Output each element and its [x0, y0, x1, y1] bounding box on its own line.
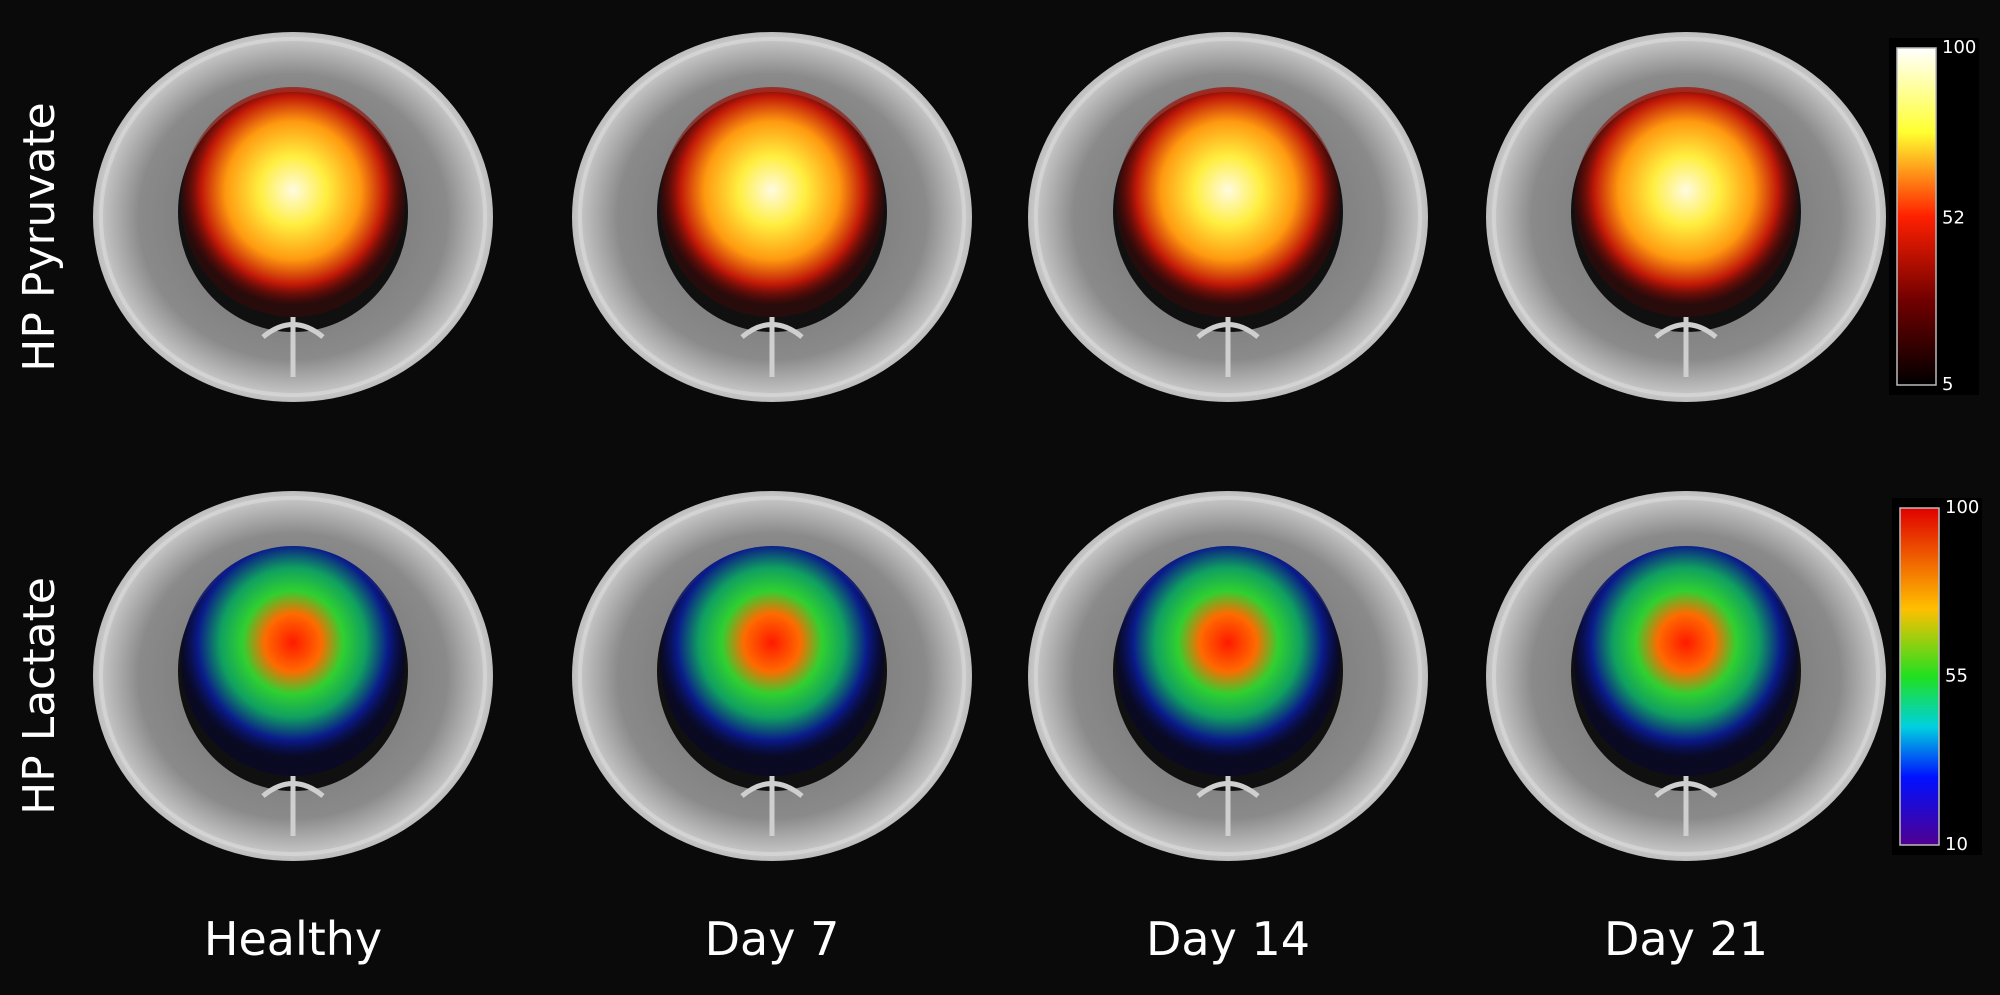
heatmap: [660, 87, 884, 317]
mri-slice: [1028, 32, 1428, 402]
heatmap: [1116, 546, 1340, 776]
spine: [261, 317, 325, 377]
colorbar-tick-label: 10: [1945, 834, 1968, 855]
mri-slice: [1486, 491, 1886, 861]
torso-edge: [1034, 37, 1422, 397]
column-label: Healthy: [204, 912, 382, 966]
torso-edge: [1492, 37, 1880, 397]
mri-slice: [572, 491, 972, 861]
spine: [1654, 317, 1718, 377]
colorbar: [1899, 507, 1940, 846]
spine: [1196, 776, 1260, 836]
row-label: HP Pyruvate: [14, 102, 65, 371]
spine: [1196, 317, 1260, 377]
colorbar-tick-label: 100: [1945, 497, 1979, 518]
row-label: HP Lactate: [14, 577, 65, 815]
labels: HP Pyruvate 100 52 5 HP Lactate 100 55 10 Health…: [14, 37, 1982, 966]
torso-edge: [1492, 496, 1880, 856]
column-label: Day 14: [1146, 912, 1310, 966]
colorbar: [1896, 47, 1937, 386]
heatmap: [181, 546, 405, 776]
torso-edge: [578, 37, 966, 397]
heatmap: [181, 87, 405, 317]
heatmap: [1574, 87, 1798, 317]
column-label: Day 7: [705, 912, 840, 966]
column-label: Day 21: [1604, 912, 1768, 966]
torso-edge: [99, 37, 487, 397]
heatmap: [660, 546, 884, 776]
spine: [261, 776, 325, 836]
heatmap: [1574, 546, 1798, 776]
colorbar-tick-label: 100: [1942, 37, 1976, 58]
mri-slice: [1028, 491, 1428, 861]
colorbar-tick-label: 52: [1942, 207, 1965, 228]
mri-slice: [93, 32, 493, 402]
torso-edge: [99, 496, 487, 856]
mri-slice: [93, 491, 493, 861]
image-grid: [93, 32, 1886, 861]
spine: [1654, 776, 1718, 836]
colorbar-tick-label: 55: [1945, 666, 1968, 687]
mri-slice: [1486, 32, 1886, 402]
mri-slice: [572, 32, 972, 402]
torso-edge: [1034, 496, 1422, 856]
spine: [740, 776, 804, 836]
colorbar-tick-label: 5: [1942, 374, 1953, 395]
heatmap: [1116, 87, 1340, 317]
torso-edge: [578, 496, 966, 856]
spine: [740, 317, 804, 377]
